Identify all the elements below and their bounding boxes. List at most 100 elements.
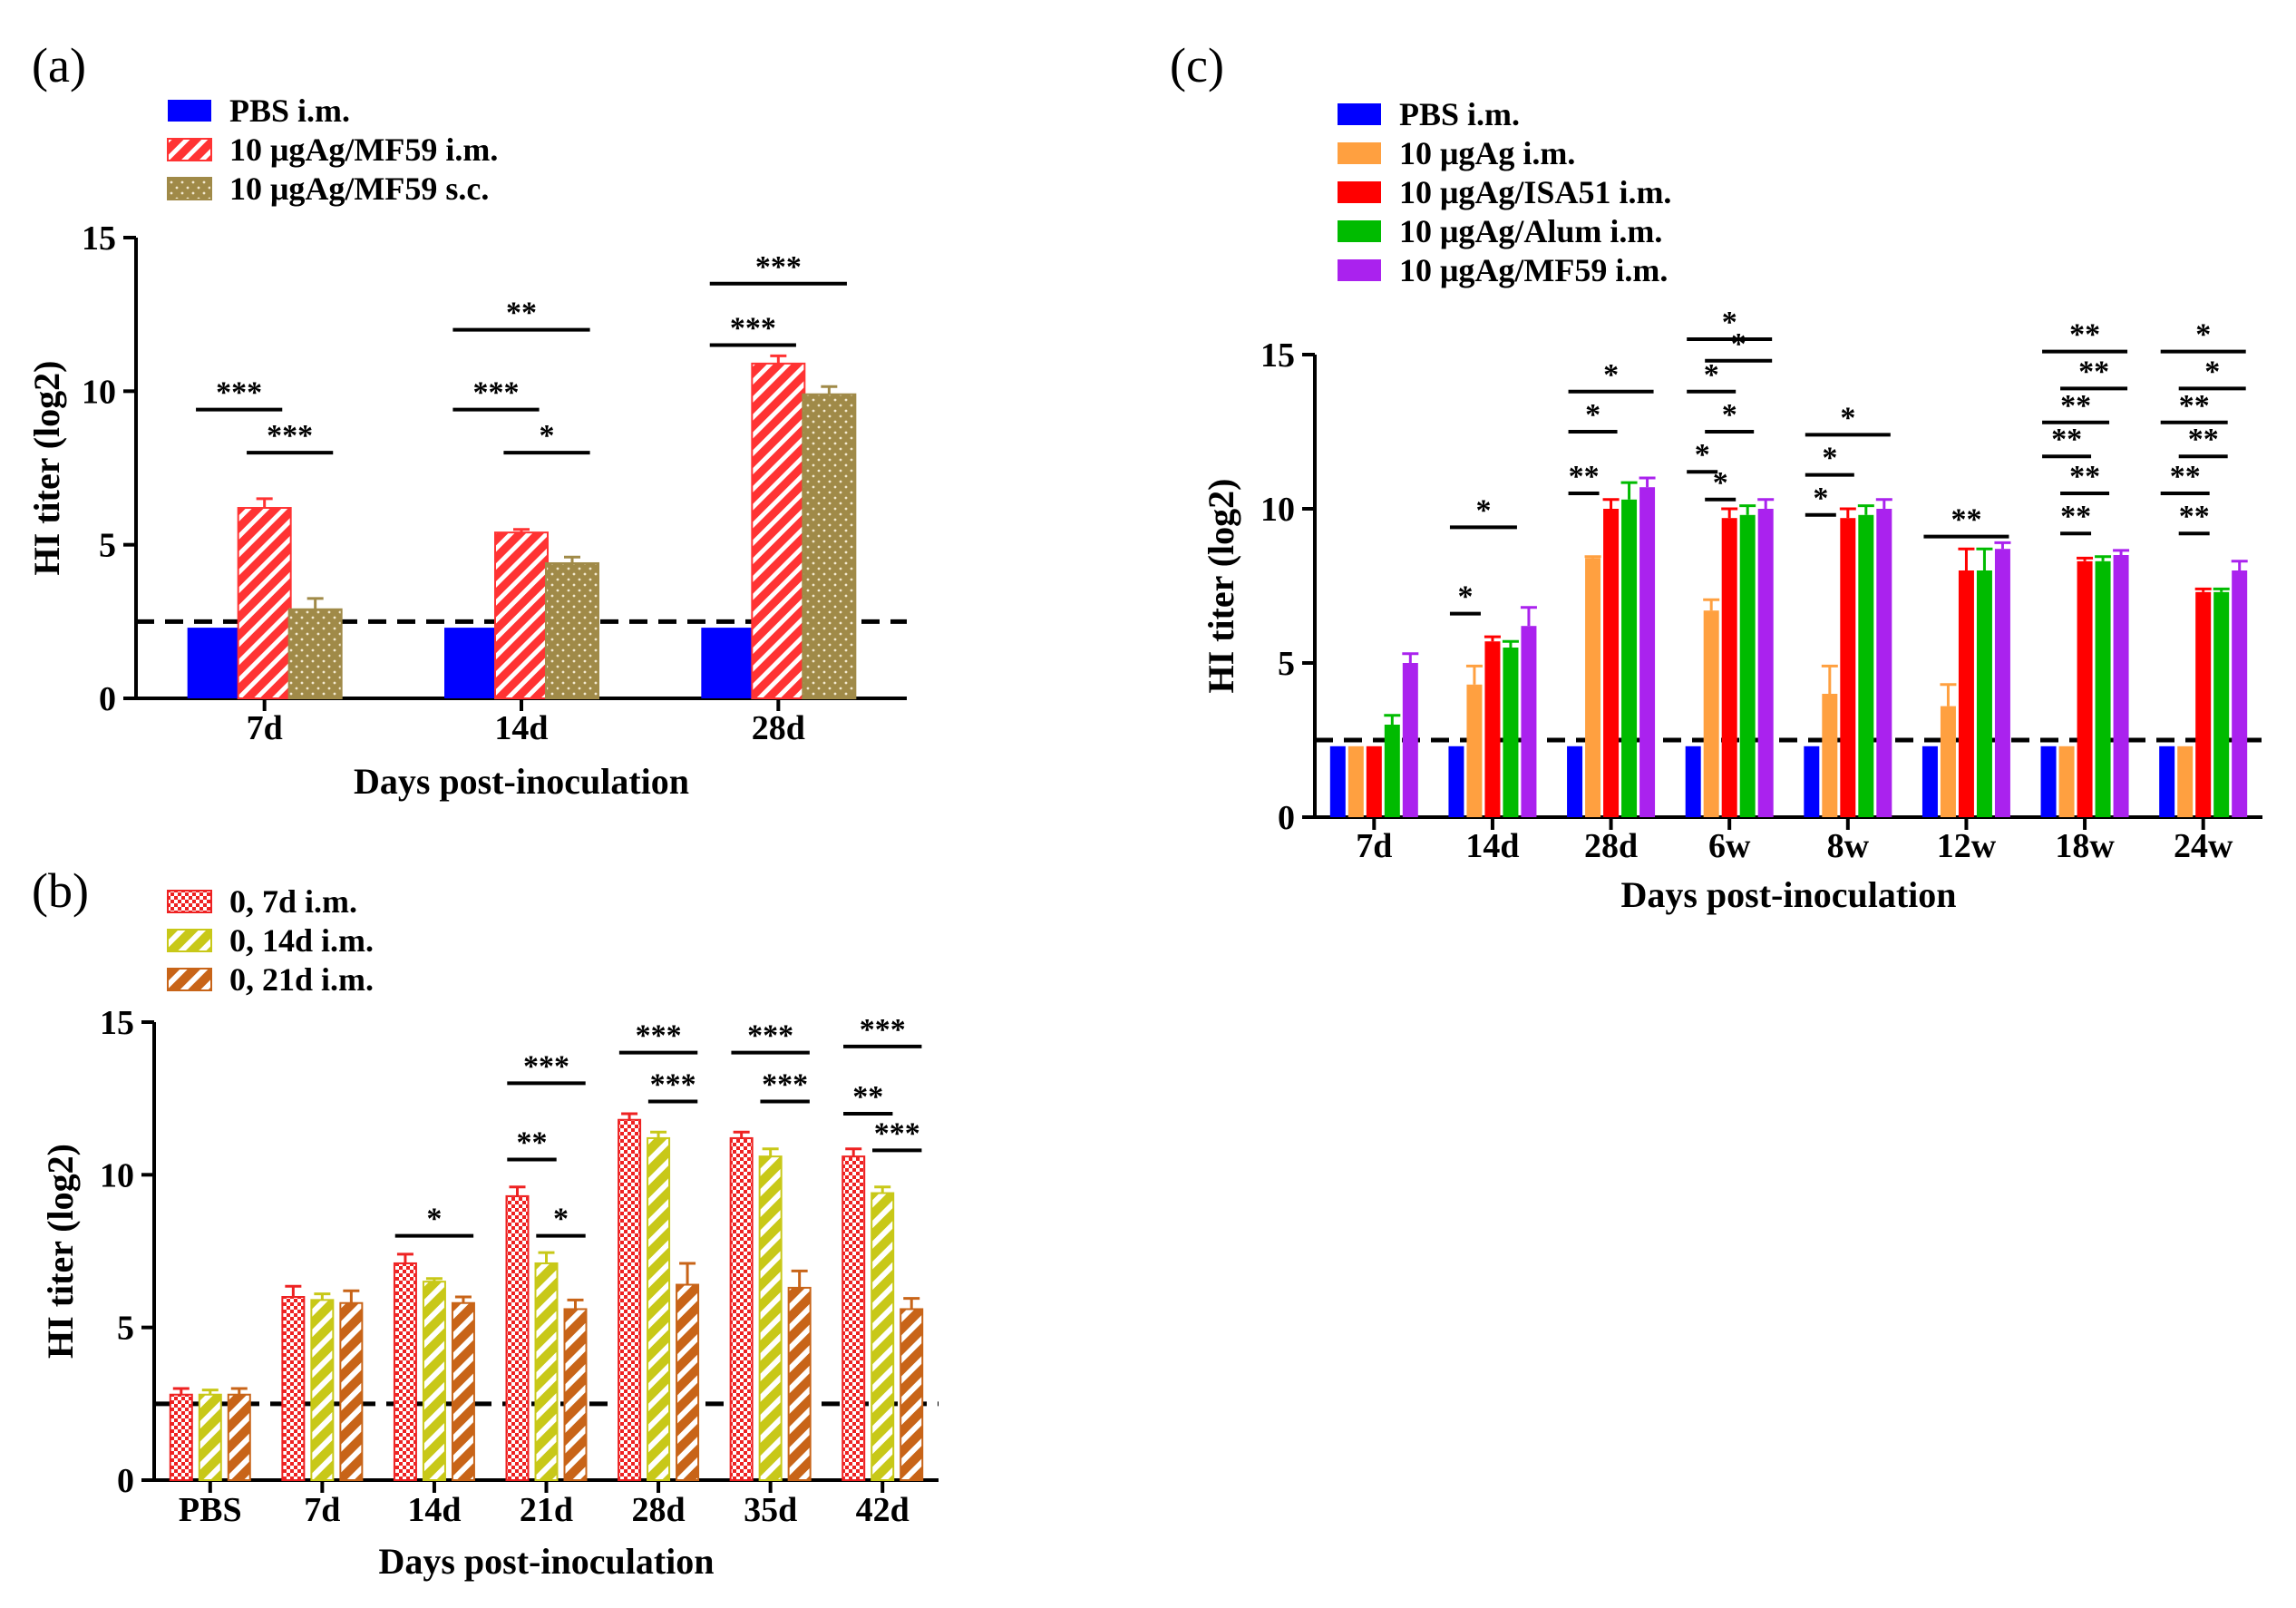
significance-label: ***	[523, 1049, 569, 1083]
bar	[422, 1281, 446, 1481]
significance-label: ***	[755, 250, 802, 284]
bar	[1402, 663, 1418, 817]
significance-label: *	[1475, 493, 1491, 527]
significance-label: **	[1569, 460, 1600, 493]
legend-label: 10 μgAg/MF59 i.m.	[1399, 252, 1668, 288]
legend: PBS i.m.10 μgAg/MF59 i.m.10 μgAg/MF59 s.…	[167, 93, 498, 207]
bar	[802, 393, 857, 699]
x-tick-label: 6w	[1708, 827, 1751, 865]
bar	[2213, 591, 2230, 817]
x-tick-label: 14d	[494, 709, 548, 747]
significance-label: *	[1585, 398, 1600, 432]
bar	[1940, 706, 1956, 817]
x-axis-title: Days post-inoculation	[378, 1541, 714, 1582]
significance-label: ***	[650, 1068, 696, 1102]
significance-brackets: ******************* ********	[394, 1013, 922, 1238]
y-tick-label: 5	[117, 1310, 134, 1348]
significance-label: *	[1457, 580, 1473, 614]
significance-label: **	[2170, 460, 2201, 493]
significance-label: *	[1722, 398, 1737, 432]
bar	[1958, 570, 1974, 817]
bar	[2195, 591, 2212, 817]
y-tick-label: 10	[100, 1156, 134, 1194]
x-tick-label: 28d	[632, 1491, 686, 1529]
x-tick-label: 7d	[1356, 827, 1392, 865]
panel-a: (a) PBS i.m.10 μgAg/MF59 i.m.10 μgAg/MF5…	[26, 38, 907, 802]
y-axis-title: HI titer (log2)	[40, 1144, 81, 1359]
significance-label: *	[1713, 466, 1728, 500]
bar	[1994, 549, 2010, 817]
significance-label: *	[426, 1203, 442, 1236]
significance-label: *	[1603, 358, 1619, 392]
bar	[2058, 746, 2075, 817]
y-tick-label: 0	[1278, 799, 1295, 837]
significance-label: *	[2195, 318, 2211, 352]
x-tick-label: 8w	[1827, 827, 1870, 865]
bar	[2177, 746, 2194, 817]
bar	[618, 1118, 642, 1481]
bar	[1347, 746, 1364, 817]
bar	[1484, 641, 1501, 817]
legend-swatch	[167, 929, 212, 952]
legend-swatch	[167, 890, 212, 913]
bar	[900, 1308, 924, 1482]
significance-label: *	[1704, 358, 1719, 392]
bar	[1840, 518, 1856, 817]
x-tick-label: 7d	[247, 709, 283, 747]
legend-label: 10 μgAg i.m.	[1399, 135, 1575, 171]
bar	[1858, 514, 1874, 817]
bar	[1921, 746, 1938, 817]
legend-label: 0, 14d i.m.	[229, 922, 374, 959]
legend-swatch	[1338, 142, 1381, 164]
legend: PBS i.m.10 μgAg i.m.10 μgAg/ISA51 i.m.10…	[1338, 96, 1671, 288]
bar	[1685, 746, 1701, 817]
bar	[310, 1299, 335, 1482]
significance-label: **	[2078, 355, 2109, 388]
x-tick-label: 18w	[2055, 827, 2115, 865]
bar	[1521, 626, 1537, 817]
x-tick-label: 24w	[2174, 827, 2233, 865]
significance-label: ***	[267, 419, 313, 453]
bar	[1621, 499, 1638, 817]
bar	[393, 1262, 417, 1482]
significance-label: *	[2204, 355, 2220, 388]
x-axis-title: Days post-inoculation	[354, 761, 689, 802]
bar	[563, 1308, 588, 1482]
legend-label: PBS i.m.	[1399, 96, 1520, 132]
y-tick-label: 15	[1260, 336, 1295, 375]
legend-swatch	[167, 177, 212, 200]
bar	[1329, 746, 1346, 817]
y-tick-label: 15	[100, 1004, 134, 1042]
bar	[281, 1296, 306, 1481]
significance-label: ***	[473, 376, 520, 410]
bar	[1822, 694, 1838, 817]
significance-label: ***	[762, 1068, 808, 1102]
significance-label: **	[852, 1080, 883, 1114]
legend-swatch	[167, 968, 212, 991]
bar	[701, 628, 754, 698]
significance-label: ***	[730, 312, 776, 346]
legend-label: 0, 7d i.m.	[229, 883, 357, 920]
bar	[2077, 560, 2093, 817]
significance-label: **	[517, 1126, 548, 1160]
bar	[787, 1286, 812, 1482]
bars	[1329, 476, 2248, 817]
bars	[169, 1112, 924, 1482]
x-tick-label: 14d	[1465, 827, 1519, 865]
legend-label: 10 μgAg/Alum i.m.	[1399, 213, 1662, 249]
bar	[647, 1136, 671, 1482]
y-tick-label: 15	[82, 219, 116, 258]
bar	[451, 1301, 475, 1481]
y-axis-title: HI titer (log2)	[26, 361, 67, 576]
significance-brackets: ******************	[196, 250, 847, 455]
bar	[758, 1155, 783, 1481]
bar	[1384, 725, 1400, 817]
bar	[729, 1136, 754, 1482]
legend-label: 10 μgAg/MF59 s.c.	[229, 171, 489, 207]
significance-label: **	[2179, 389, 2210, 423]
significance-label: **	[2188, 423, 2219, 456]
legend-swatch	[1338, 103, 1381, 125]
significance-label: *	[1731, 327, 1746, 361]
bar	[169, 1393, 193, 1481]
significance-brackets: ***************** **********************	[1449, 306, 2246, 616]
